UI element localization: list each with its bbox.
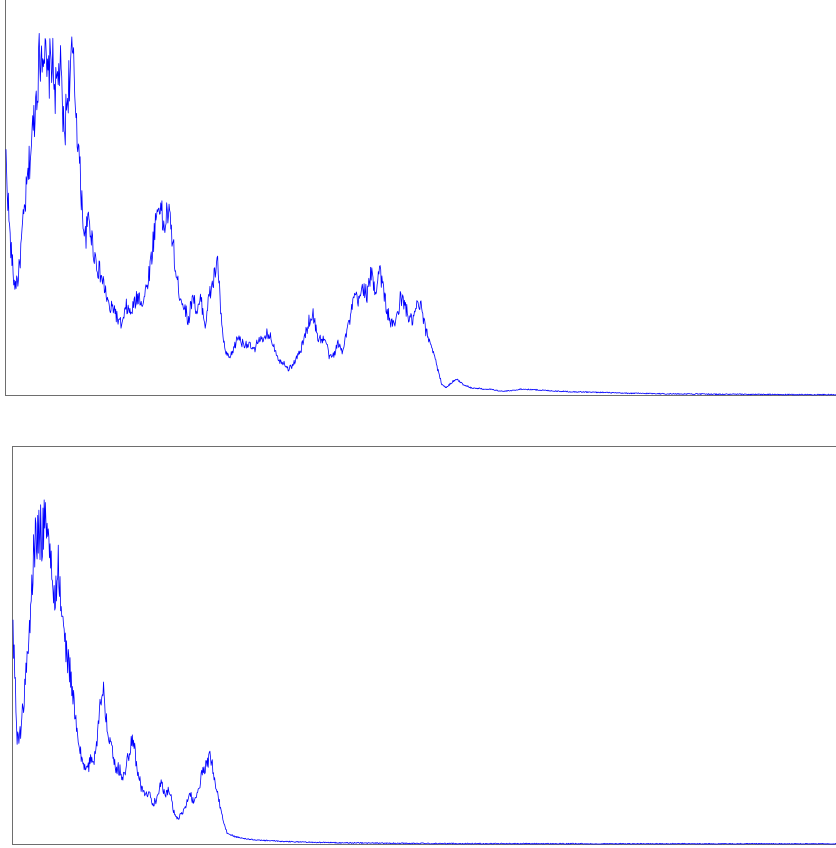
chart-panel-bottom — [12, 446, 836, 845]
chart-frame-top — [5, 0, 836, 396]
chart-panel-top — [5, 0, 836, 396]
series-line-0-0 — [5, 33, 836, 396]
series-line-1-0 — [12, 499, 836, 845]
chart-frame-bottom — [12, 446, 836, 845]
